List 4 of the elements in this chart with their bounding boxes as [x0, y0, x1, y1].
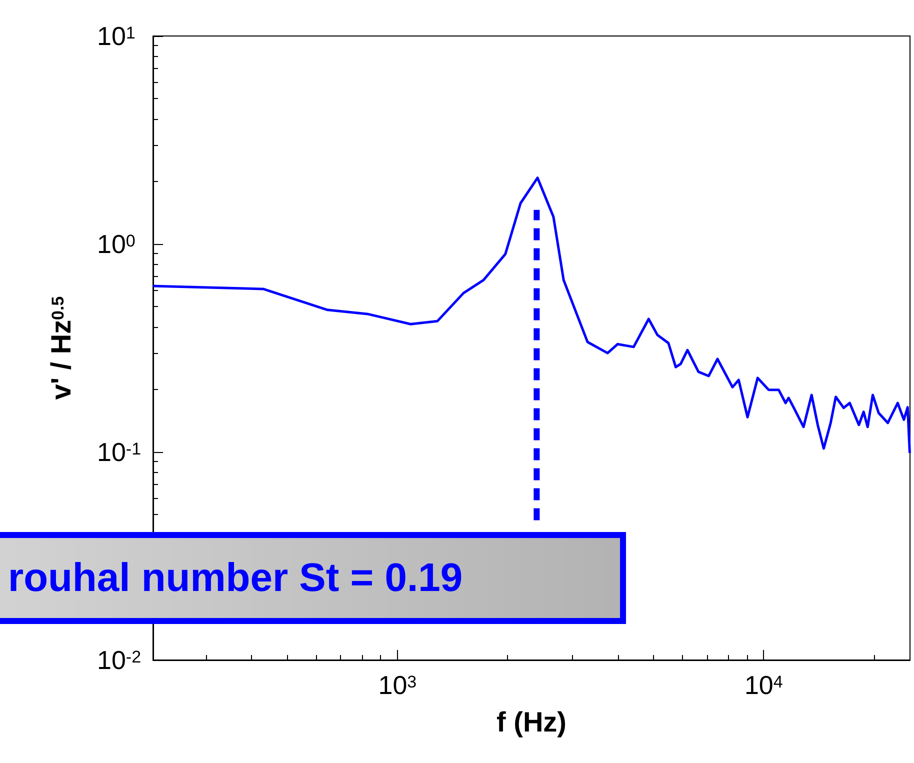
annotation: rouhal number St = 0.19 — [7, 556, 463, 600]
y-axis-title: v' / Hz0.5 — [46, 296, 76, 400]
x-axis-title: f (Hz) — [496, 706, 566, 738]
label-box: rouhal number St = 0.19 — [0, 532, 626, 624]
